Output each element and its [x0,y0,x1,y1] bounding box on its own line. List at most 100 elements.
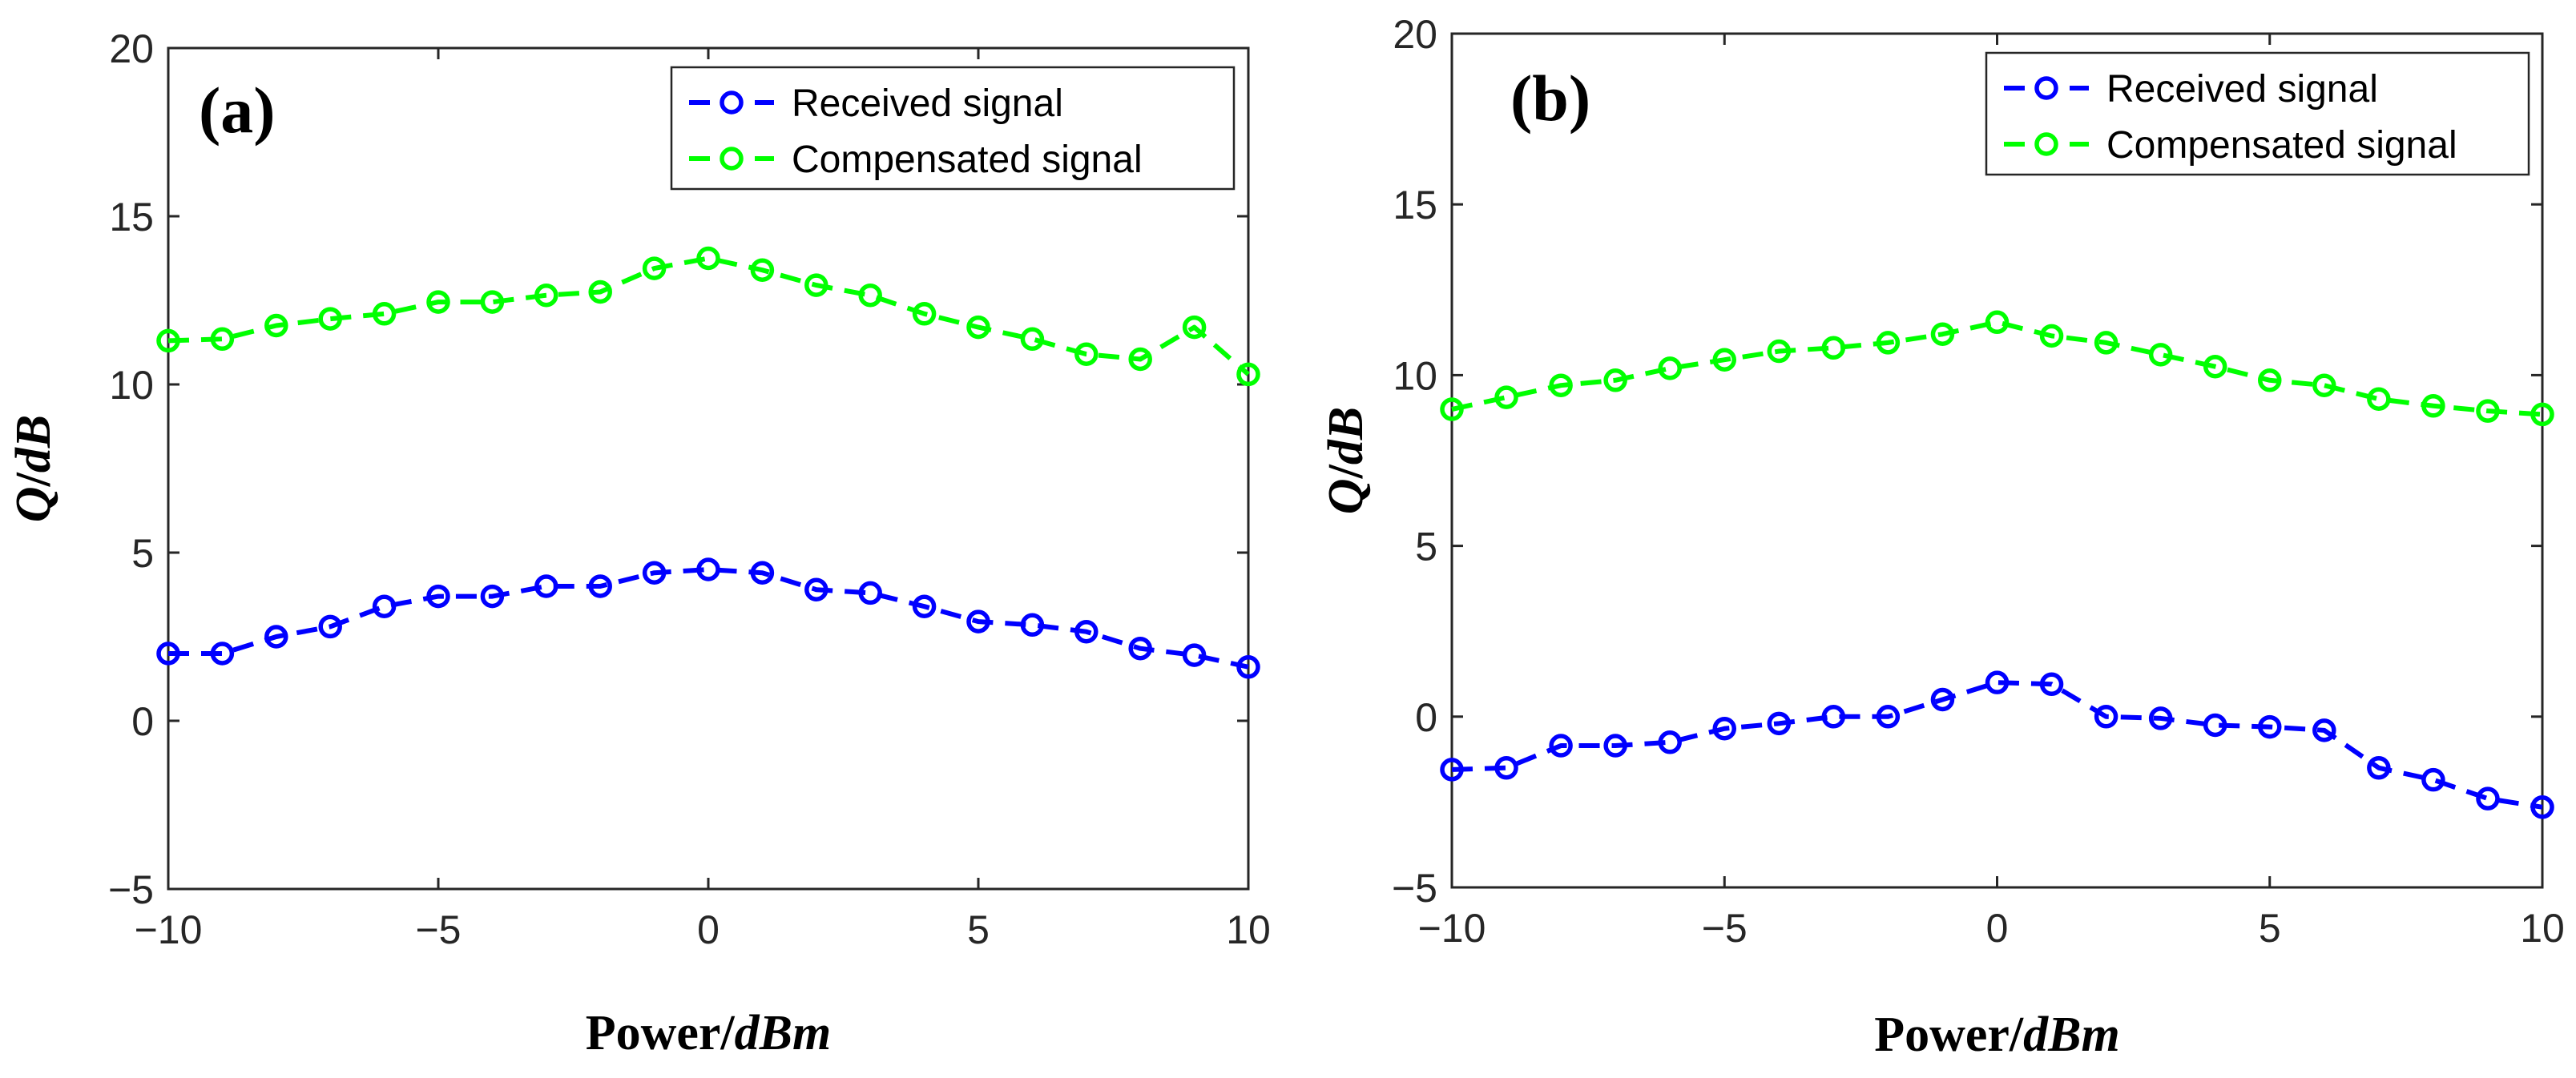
y-tick-label: 20 [1393,12,1437,57]
legend-item: Received signal [689,82,1063,125]
data-point [1074,342,1099,366]
data-point [210,327,235,352]
data-point [2476,399,2500,423]
x-tick-label: 5 [2259,906,2281,951]
data-point [264,313,288,338]
data-point [2421,767,2445,792]
legend: Received signal Compensated signal [670,66,1236,191]
data-point [858,283,882,308]
data-point [1876,705,1901,729]
data-point [912,302,937,326]
data-point [1767,339,1792,364]
data-point [2039,672,2064,697]
x-axis-label-separator: / [720,1006,735,1060]
series-line-received-signal [1451,680,2543,810]
data-point [1712,348,1736,372]
x-axis-label: Power/dBm [1874,1008,2120,1062]
data-point [1494,756,1518,780]
y-tick-label: 0 [1415,695,1437,740]
data-point [642,256,667,280]
x-tick-label: 0 [697,907,720,952]
data-point [804,577,828,601]
legend-item: Compensated signal [689,139,1143,181]
data-point [696,246,720,271]
data-point [1020,327,1045,352]
x-tick-label: −10 [135,907,203,952]
x-axis-label-separator: / [2009,1008,2024,1062]
y-axis-label-separator: / [6,472,61,487]
data-point [1182,315,1207,340]
data-point [1658,730,1682,754]
series-received-signal [1440,670,2554,819]
data-point [1074,619,1099,644]
data-point [912,594,937,618]
data-point [2367,756,2391,780]
data-point [2258,714,2282,739]
data-point [1440,397,1464,421]
data-point [534,574,558,598]
legend-marker-swatch [720,147,744,171]
y-axis-label-main: Q [1319,478,1373,514]
y-tick-label: −5 [108,867,154,912]
y-tick-label: 10 [109,363,154,408]
data-point [1236,362,1260,387]
data-point [2148,706,2173,730]
panel-label: (a) [199,74,276,147]
data-point [1182,643,1207,667]
x-axis-label-main: Power [586,1006,721,1060]
legend-marker-swatch [2034,132,2058,156]
data-point [1020,613,1045,638]
data-point [642,561,667,585]
data-point [1821,336,1846,360]
data-point [372,302,397,326]
y-tick-label: 5 [131,531,154,576]
data-point [1128,347,1152,372]
y-tick-label: −5 [1392,866,1437,911]
legend-label: Compensated signal [792,139,1143,181]
y-axis-label-separator: / [1319,464,1373,479]
data-point [1494,385,1518,409]
x-tick-label: 5 [967,907,990,952]
data-point [966,609,990,634]
y-axis-label-main: Q [6,486,61,522]
x-axis-label-unit: dBm [2023,1008,2120,1062]
panel-label: (b) [1510,62,1590,135]
data-point [750,561,775,585]
y-axis-label: Q/dB [6,415,61,522]
data-point [696,557,720,581]
legend-box [1985,51,2530,176]
data-point [480,290,505,314]
data-point [318,614,342,639]
legend-label: Received signal [2106,68,2378,111]
data-point [2530,795,2554,819]
data-point [1767,711,1792,736]
y-axis-label-unit: dB [1319,407,1373,465]
legend-item: Compensated signal [2004,124,2457,167]
series-line-compensated-signal [1451,320,2543,417]
data-point [1603,734,1627,758]
data-point [1930,322,1955,346]
data-point [588,574,612,598]
data-point [2094,705,2118,729]
y-tick-label: 15 [1393,183,1437,227]
y-tick-label: 0 [131,699,154,744]
data-point [210,642,235,666]
data-point [1876,331,1901,355]
data-point [372,594,397,618]
legend-box [670,66,1236,191]
legend-label: Compensated signal [2106,124,2457,167]
x-tick-label: 10 [1226,907,1271,952]
data-point [1985,310,2010,335]
data-point [2203,354,2227,379]
legend-label: Received signal [792,82,1063,125]
legend-marker-swatch [2034,76,2058,100]
data-point [1930,687,1955,712]
data-point [1985,670,2010,694]
series-compensated-signal [1440,310,2554,427]
data-point [2258,368,2282,392]
data-point [2367,387,2391,411]
y-tick-label: 20 [109,26,154,71]
x-axis-label-main: Power [1874,1008,2010,1062]
data-point [858,581,882,605]
